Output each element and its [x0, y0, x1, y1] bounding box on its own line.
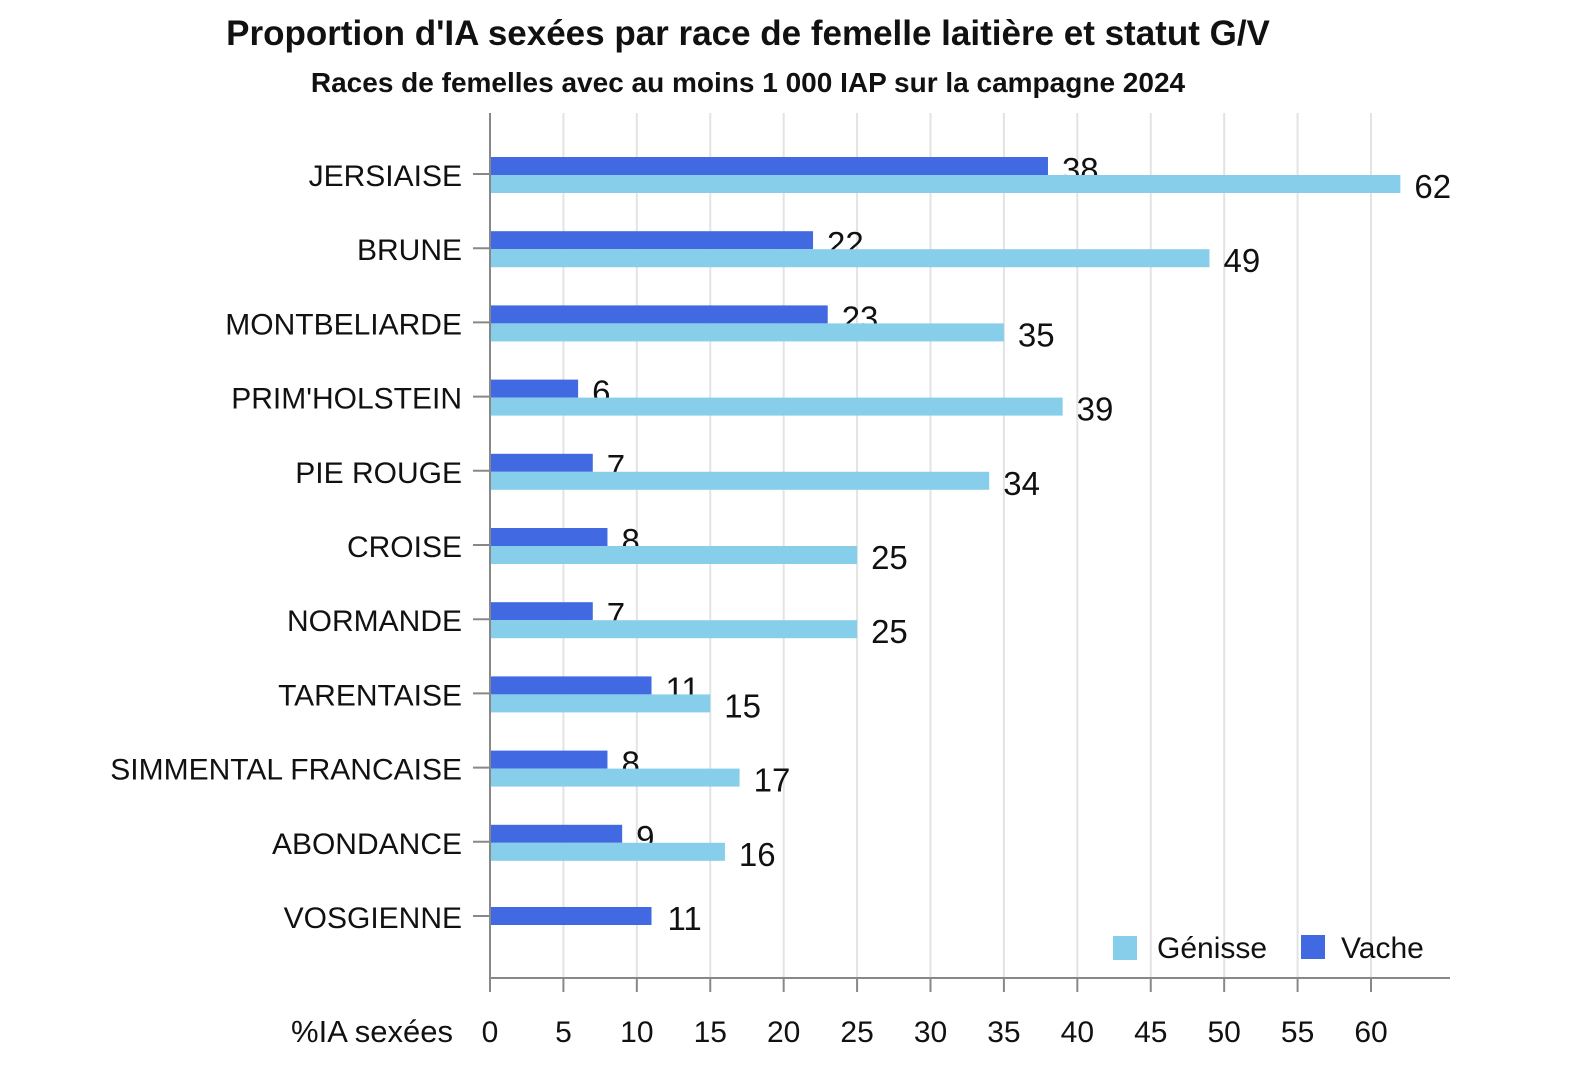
x-tick-label: 25: [840, 1016, 873, 1049]
bar-vache: [490, 379, 579, 398]
bar-genisse: [490, 249, 1210, 268]
bar-vache: [490, 157, 1048, 175]
x-tick-label: 45: [1134, 1016, 1167, 1049]
bar-genisse: [490, 694, 711, 713]
bar-vache: [490, 676, 652, 695]
chart-title: Proportion d'IA sexées par race de femel…: [226, 14, 1270, 53]
legend-label-vache: Vache: [1341, 932, 1424, 965]
chart-subtitle: Races de femelles avec au moins 1 000 IA…: [311, 67, 1186, 98]
y-tick-label: NORMANDE: [287, 605, 462, 638]
data-label-genisse: 49: [1223, 242, 1260, 279]
bar-vache: [490, 528, 608, 546]
x-tick-label: 55: [1281, 1016, 1314, 1049]
bar-vache: [490, 231, 814, 250]
data-label-genisse: 35: [1018, 316, 1055, 353]
data-label-genisse: 17: [754, 762, 791, 799]
bar-genisse: [490, 397, 1063, 416]
y-tick-label: ABONDANCE: [272, 828, 462, 861]
bar-vache: [490, 453, 593, 472]
legend-swatch-genisse: [1113, 936, 1137, 960]
y-tick-label: VOSGIENNE: [284, 902, 462, 935]
legend-label-genisse: Génisse: [1157, 932, 1267, 965]
data-label-genisse: 25: [871, 613, 908, 650]
y-tick-label: CROISE: [347, 531, 462, 564]
bar-genisse: [490, 175, 1401, 193]
bar-vache: [490, 305, 828, 324]
y-tick-label: PRIM'HOLSTEIN: [231, 383, 462, 416]
bar-genisse: [490, 768, 740, 787]
bar-genisse: [490, 620, 858, 639]
y-tick-label: JERSIAISE: [309, 160, 462, 193]
legend: Génisse Vache: [1113, 932, 1424, 965]
axes: 0 5 10 15 20 25 30 35 40 45 50 55 60 JERSIAISE BRUNE MO…: [110, 113, 1450, 1049]
y-tick-label: PIE ROUGE: [295, 457, 462, 490]
x-tick-label: 40: [1061, 1016, 1094, 1049]
y-tick-label: TARENTAISE: [278, 679, 462, 712]
y-tick-label: SIMMENTAL FRANCAISE: [110, 754, 462, 787]
data-label-genisse: 16: [739, 836, 776, 873]
x-tick-label: 5: [555, 1016, 572, 1049]
data-label-genisse: 39: [1077, 391, 1114, 428]
data-label-genisse: 15: [724, 687, 761, 724]
bar-vache: [490, 824, 623, 843]
data-label-genisse: 25: [871, 539, 908, 576]
x-tick-label: 10: [620, 1016, 653, 1049]
data-label-genisse: 34: [1003, 465, 1040, 502]
bar-genisse: [490, 842, 725, 861]
x-axis-label: %IA sexées: [291, 1014, 453, 1049]
bar-genisse: [490, 546, 858, 564]
data-label-genisse: 62: [1414, 168, 1451, 205]
y-tick-label: BRUNE: [357, 234, 462, 267]
x-tick-label: 35: [987, 1016, 1020, 1049]
x-tick-label: 30: [914, 1016, 947, 1049]
x-tick-label: 50: [1207, 1016, 1240, 1049]
x-tick-label: 15: [694, 1016, 727, 1049]
bar-vache: [490, 750, 608, 769]
y-tick-label: MONTBELIARDE: [225, 308, 462, 341]
legend-swatch-vache: [1301, 935, 1325, 959]
x-tick-label: 20: [767, 1016, 800, 1049]
bar-genisse: [490, 471, 990, 490]
bar-vache: [490, 602, 593, 621]
x-tick-label: 0: [482, 1016, 499, 1049]
data-label-vache: 11: [668, 900, 702, 937]
x-tick-label: 60: [1354, 1016, 1387, 1049]
bar-genisse: [490, 323, 1004, 342]
bar-vache: [490, 907, 652, 925]
